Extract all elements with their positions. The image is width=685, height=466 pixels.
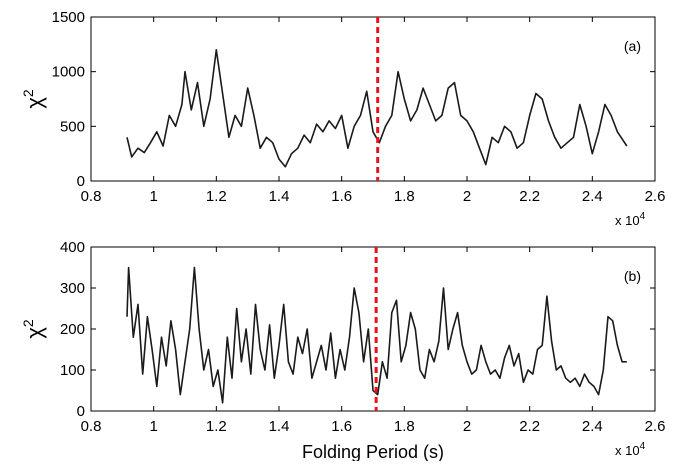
y-axis-label: χ2 bbox=[20, 319, 47, 339]
x-tick-label: 2 bbox=[463, 188, 471, 205]
y-tick-label: 1000 bbox=[52, 64, 85, 81]
plot-frame bbox=[90, 16, 656, 182]
x-tick-label: 0.8 bbox=[81, 418, 102, 435]
x-multiplier-label: x 104 bbox=[615, 441, 646, 458]
x-tick-label: 1 bbox=[149, 188, 157, 205]
x-tick-label: 2.2 bbox=[519, 188, 540, 205]
panel-label: (a) bbox=[624, 38, 641, 54]
x-tick-label: 1 bbox=[149, 418, 157, 435]
x-tick-label: 1.8 bbox=[394, 418, 415, 435]
y-tick-label: 1500 bbox=[52, 9, 85, 26]
x-tick-label: 2 bbox=[463, 418, 471, 435]
x-tick-label: 2.6 bbox=[645, 418, 666, 435]
series-line bbox=[126, 48, 628, 168]
y-tick-label: 100 bbox=[60, 362, 85, 379]
x-tick-label: 2.4 bbox=[582, 188, 603, 205]
y-tick-label: 0 bbox=[77, 403, 85, 420]
panel-a: 0.8 1 1.2 1.4 1.6 1.8 2 2.2 2.4 2.6 0 500 1000 1500 x … bbox=[20, 9, 665, 228]
panel-label: (b) bbox=[624, 268, 641, 284]
panel-b: 0.8 1 1.2 1.4 1.6 1.8 2 2.2 2.4 2.6 0 100 200 300 400 x… bbox=[20, 239, 666, 462]
x-tick-label: 2.4 bbox=[582, 418, 603, 435]
x-tick-label: 1.4 bbox=[269, 188, 290, 205]
y-tick-label: 200 bbox=[60, 321, 85, 338]
x-multiplier-label: x 104 bbox=[615, 211, 646, 228]
x-tick-label: 2.6 bbox=[645, 188, 666, 205]
y-axis-label: χ2 bbox=[20, 89, 47, 109]
x-axis-label: Folding Period (s) bbox=[302, 442, 444, 461]
y-tick-label: 300 bbox=[60, 280, 85, 297]
x-tick-label: 0.8 bbox=[81, 188, 102, 205]
x-tick-label: 1.6 bbox=[331, 188, 352, 205]
x-tick-label: 2.2 bbox=[519, 418, 540, 435]
y-tick-label: 500 bbox=[60, 118, 85, 135]
x-tick-label: 1.8 bbox=[394, 188, 415, 205]
x-tick-label: 1.4 bbox=[269, 418, 290, 435]
x-tick-label: 1.2 bbox=[206, 188, 227, 205]
y-tick-label: 400 bbox=[60, 239, 85, 256]
x-tick-label: 1.6 bbox=[331, 418, 352, 435]
y-tick-label: 0 bbox=[77, 173, 85, 190]
x-tick-label: 1.2 bbox=[206, 418, 227, 435]
